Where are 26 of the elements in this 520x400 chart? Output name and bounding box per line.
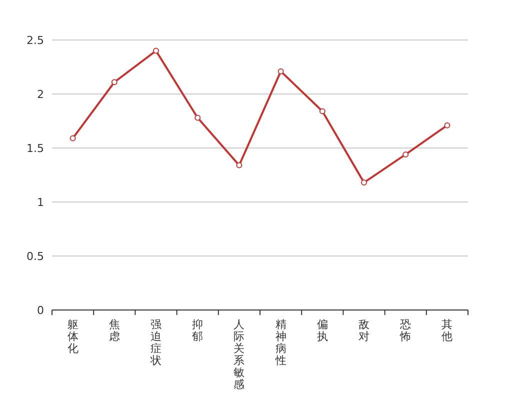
y-tick-label: 1 xyxy=(37,196,44,209)
x-tick-label: 人际关系敏感 xyxy=(234,318,245,391)
point xyxy=(153,48,159,54)
y-tick-label: 2 xyxy=(37,88,44,101)
point xyxy=(278,68,284,74)
x-tick-label: 焦虑 xyxy=(108,318,120,343)
x-tick-label: 抑郁 xyxy=(192,318,204,343)
x-tick-label: 强迫症状 xyxy=(150,318,162,367)
point xyxy=(70,135,76,142)
point xyxy=(111,79,118,86)
point xyxy=(194,114,201,121)
x-tick-label: 躯体化 xyxy=(67,318,78,355)
point xyxy=(361,180,367,186)
point xyxy=(319,108,326,114)
y-tick-label: 0.5 xyxy=(26,250,44,263)
point xyxy=(402,151,409,158)
y-tick-label: 1.5 xyxy=(26,142,44,155)
y-tick-label: 2.5 xyxy=(26,34,44,47)
y-tick-label: 0 xyxy=(37,304,44,317)
x-tick-label: 其他 xyxy=(442,318,453,343)
point xyxy=(236,162,242,168)
x-tick-label: 敌对 xyxy=(358,318,370,343)
point xyxy=(444,122,450,128)
x-tick-label: 精神病性 xyxy=(274,318,286,367)
x-tick-label: 恐怖 xyxy=(399,318,412,343)
x-tick-label: 偏执 xyxy=(316,318,328,343)
